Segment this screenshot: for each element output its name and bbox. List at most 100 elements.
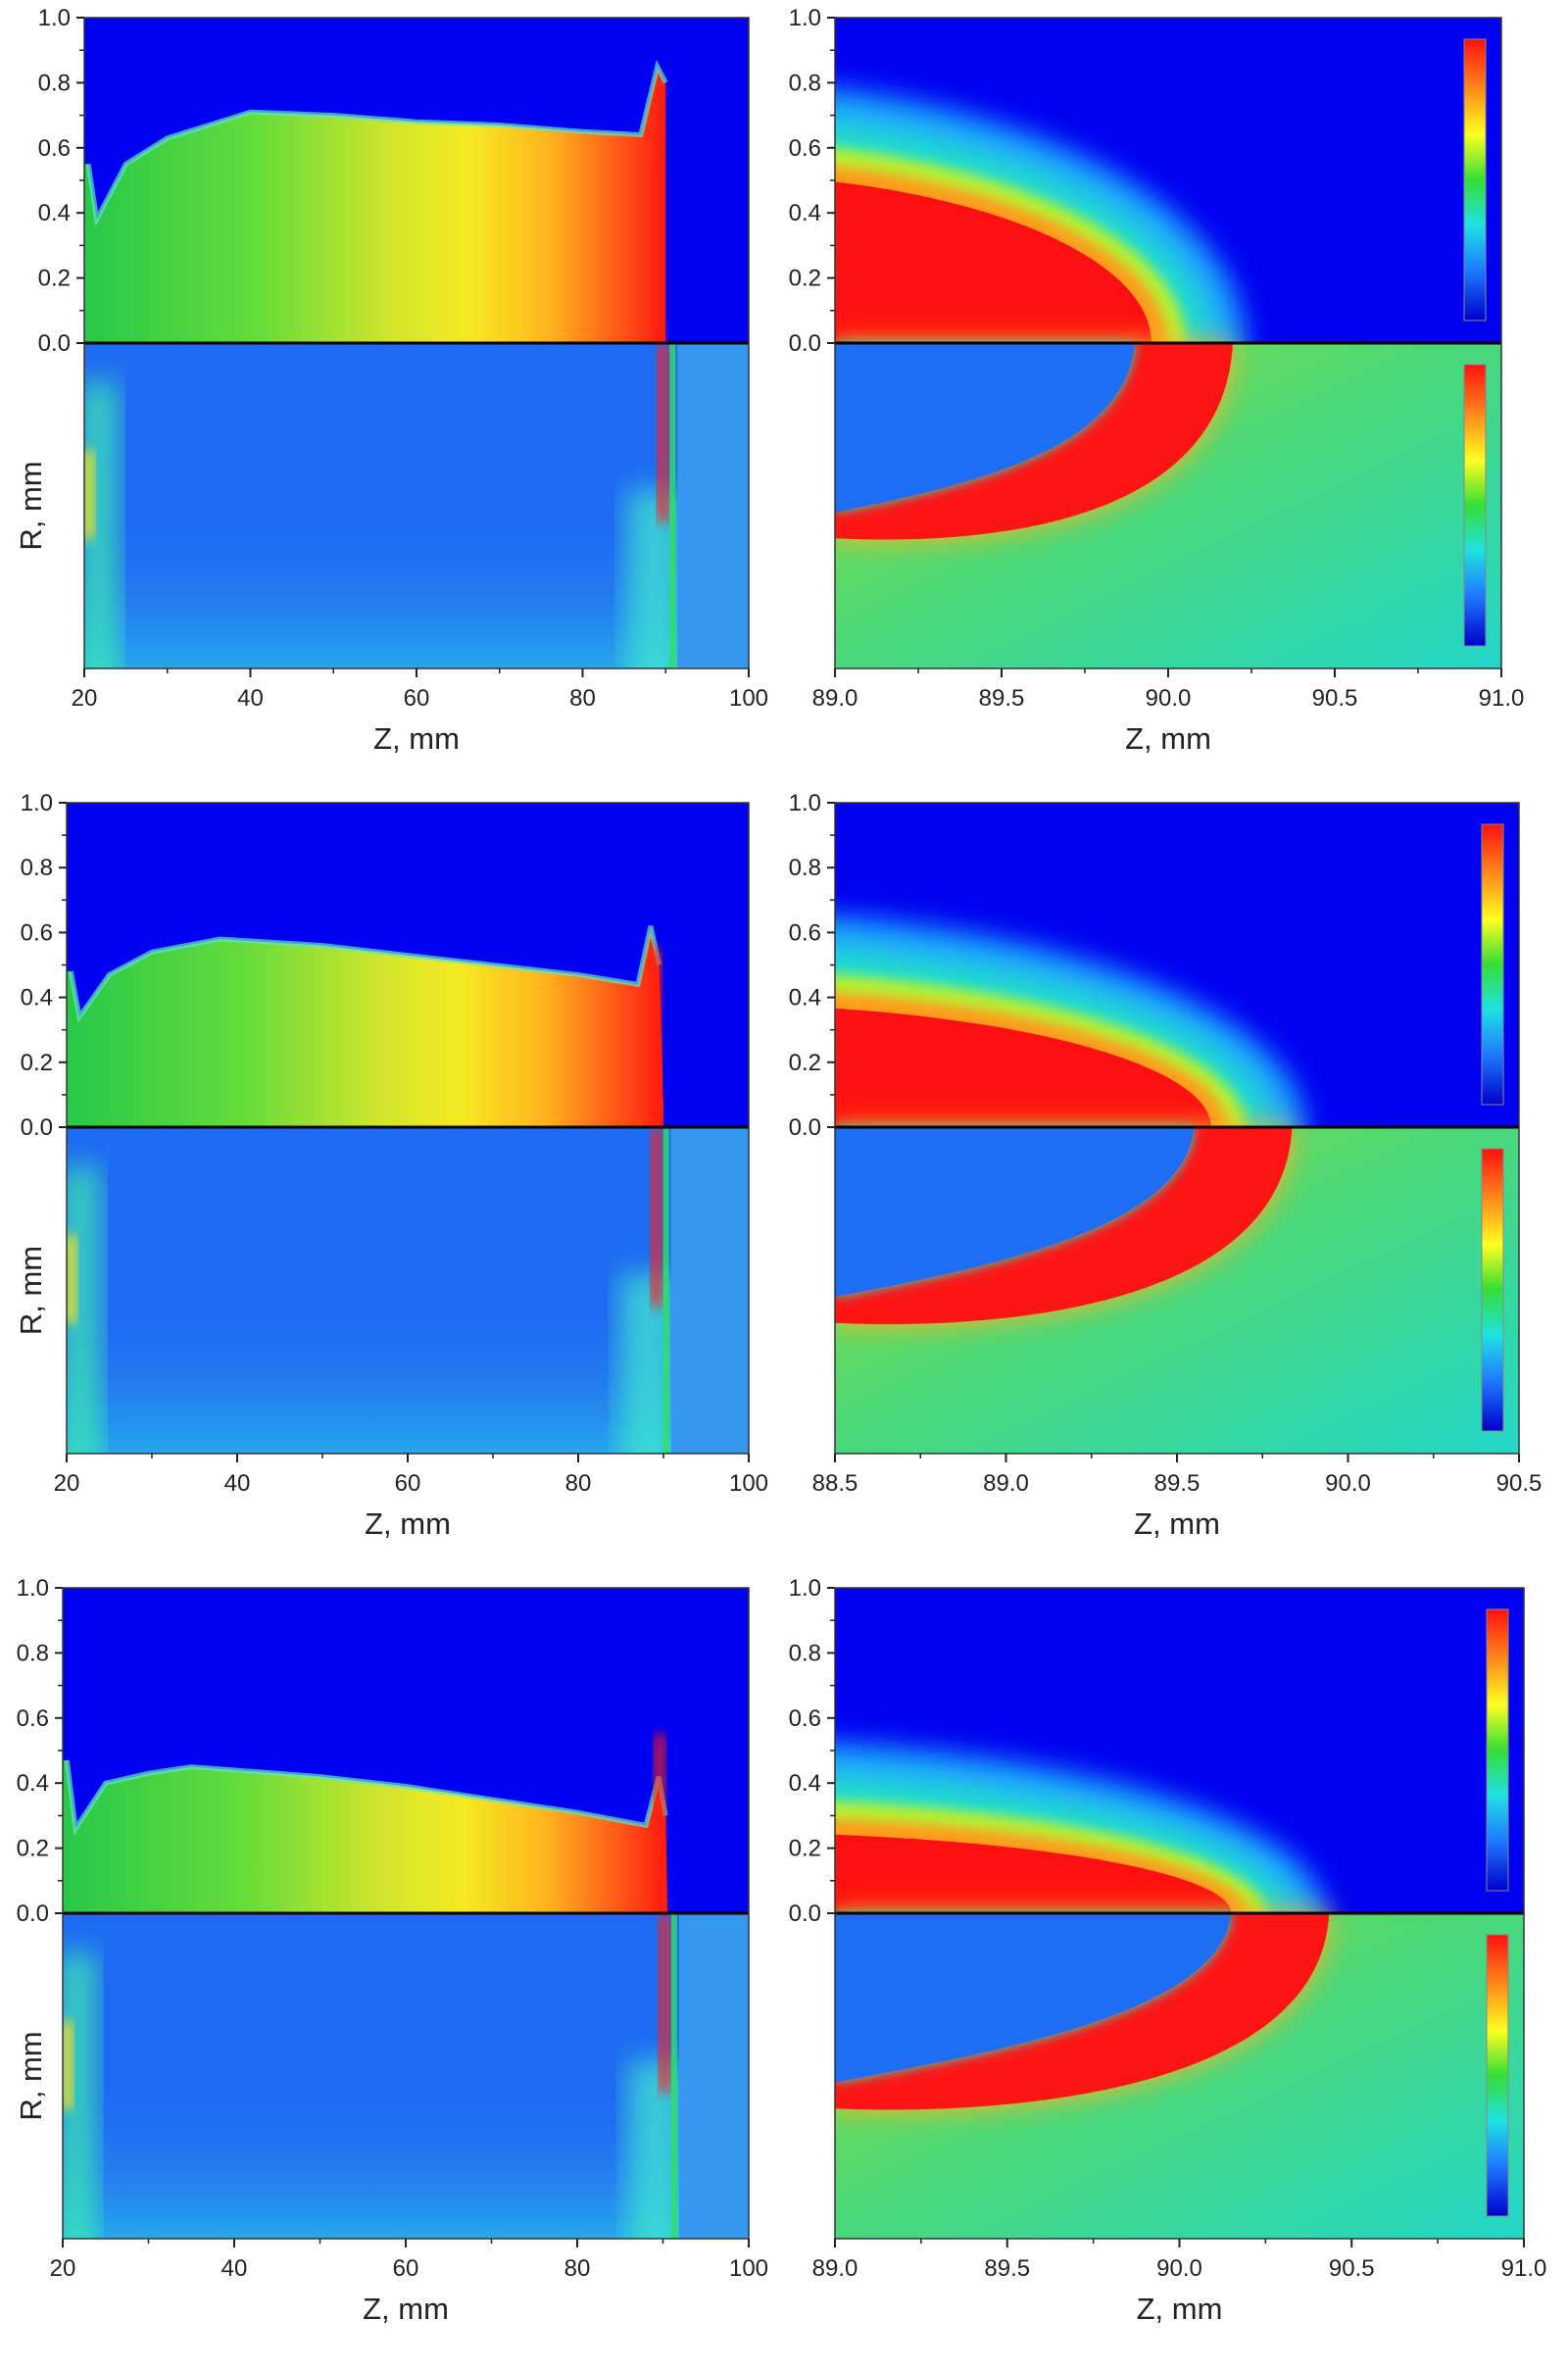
x-tick-label: 89.5 <box>984 2255 1030 2282</box>
upper-field-contour <box>68 925 662 1023</box>
y-tick-label: 0.6 <box>17 1705 49 1732</box>
plot-area <box>63 1588 749 2239</box>
x-tick-label: 40 <box>224 1470 251 1497</box>
y-tick-label: 0.2 <box>21 1050 53 1076</box>
lower-inner-lobe <box>835 1913 1232 2083</box>
x-tick-label: 20 <box>50 2255 76 2282</box>
y-tick-label: 0.2 <box>789 1836 821 1862</box>
colorbar-upper <box>1486 1608 1509 1892</box>
y-tick-label: 0.4 <box>789 1770 821 1797</box>
y-tick-label: 0.8 <box>38 70 71 96</box>
x-axis-title: Z, mm <box>363 2292 449 2326</box>
lower-front-hot <box>659 1913 669 2093</box>
x-tick-label: 90.5 <box>1312 685 1358 712</box>
x-tick-label: 40 <box>237 685 264 712</box>
x-tick-label: 90.0 <box>1156 2255 1202 2282</box>
y-tick-label: 1.0 <box>789 1575 821 1602</box>
x-axis-title: Z, mm <box>373 721 460 756</box>
x-tick-label: 90.5 <box>1329 2255 1375 2282</box>
y-tick-label: 0.0 <box>21 1114 53 1141</box>
x-tick-label: 91.0 <box>1479 685 1525 712</box>
y-tick-label: 0.0 <box>789 1901 821 1927</box>
x-axis-title: Z, mm <box>1125 721 1211 756</box>
lower-front-line <box>669 343 676 668</box>
x-tick-label: 89.5 <box>979 685 1025 712</box>
y-tick-label: 0.8 <box>789 1640 821 1666</box>
colorbar-lower <box>1481 1148 1504 1432</box>
x-tick-label: 91.0 <box>1501 2255 1547 2282</box>
y-tick-label: 0.6 <box>789 1705 821 1732</box>
y-tick-label: 0.0 <box>38 330 71 357</box>
x-axis-title: Z, mm <box>1137 2292 1223 2326</box>
upper-field-region <box>63 1759 667 1913</box>
lower-inner-lobe <box>835 1127 1195 1298</box>
x-tick-label: 89.0 <box>812 2255 858 2282</box>
lower-downstream <box>677 343 749 668</box>
y-tick-label: 1.0 <box>789 5 821 31</box>
upper-hot-streak <box>651 948 662 1127</box>
y-tick-label: 0.4 <box>21 985 53 1012</box>
y-tick-label: 0.4 <box>38 200 71 226</box>
y-tick-label: 0.0 <box>789 1114 821 1141</box>
x-tick-label: 60 <box>395 1470 421 1497</box>
y-tick-label: 0.4 <box>17 1770 49 1797</box>
x-tick-label: 20 <box>72 685 98 712</box>
y-axis-title: R, mm <box>14 461 48 550</box>
lower-front-band <box>627 2060 687 2239</box>
plot-area <box>67 803 749 1454</box>
plot-area <box>835 1588 1524 2239</box>
upper-field-contour <box>85 59 668 227</box>
x-tick-label: 88.5 <box>812 1470 858 1497</box>
y-tick-label: 0.8 <box>789 70 821 96</box>
y-tick-label: 0.6 <box>21 919 53 946</box>
x-tick-label: 100 <box>729 1470 768 1497</box>
lower-inlet-hot <box>63 2021 73 2109</box>
y-tick-label: 1.0 <box>17 1575 49 1602</box>
panel-row-3-right: 0.0 0.2 0.4 0.6 0.8 1.0 89.0 89.5 90.0 90.5 91.0 Z,… <box>789 1575 1547 2326</box>
y-tick-label: 0.2 <box>789 266 821 292</box>
x-tick-label: 80 <box>569 685 596 712</box>
y-tick-label: 0.4 <box>789 985 821 1012</box>
lower-front-band <box>626 490 686 668</box>
x-tick-label: 90.5 <box>1496 1470 1543 1497</box>
y-tick-label: 0.6 <box>789 919 821 946</box>
y-tick-label: 0.8 <box>21 855 53 881</box>
plot-area <box>835 803 1519 1454</box>
y-axis-title: R, mm <box>14 2031 48 2120</box>
y-tick-label: 0.8 <box>789 855 821 881</box>
lower-downstream <box>678 1913 749 2239</box>
lower-inlet-hot <box>84 451 94 539</box>
plot-area <box>84 18 749 668</box>
y-tick-label: 0.2 <box>17 1836 49 1862</box>
x-tick-label: 80 <box>565 1470 592 1497</box>
colorbar-lower <box>1486 1934 1509 2217</box>
x-tick-label: 100 <box>729 2255 768 2282</box>
upper-field-region <box>84 66 666 344</box>
x-tick-label: 89.5 <box>1154 1470 1200 1497</box>
panel-row-2-right: 0.0 0.2 0.4 0.6 0.8 1.0 88.5 89.0 89.5 90.0 90.5 Z,… <box>789 790 1543 1541</box>
x-tick-label: 80 <box>564 2255 591 2282</box>
lower-front-hot <box>651 1127 662 1308</box>
lower-inlet-hot <box>67 1235 76 1323</box>
x-tick-label: 40 <box>221 2255 248 2282</box>
upper-hot-streak <box>655 1734 665 1913</box>
upper-field-region <box>67 925 663 1127</box>
x-tick-label: 90.0 <box>1325 1470 1371 1497</box>
lower-front-line <box>670 1913 677 2239</box>
panel-row-3-left: 0.0 0.2 0.4 0.6 0.8 1.0 20 40 60 80 100 Z, mm R, mm <box>14 1575 768 2326</box>
upper-hot-streak <box>653 164 663 343</box>
y-tick-label: 0.0 <box>17 1901 49 1927</box>
x-tick-label: 20 <box>54 1470 80 1497</box>
x-tick-label: 89.0 <box>983 1470 1029 1497</box>
lower-front-line <box>662 1127 669 1454</box>
lower-inner-lobe <box>835 343 1135 513</box>
y-tick-label: 1.0 <box>789 790 821 816</box>
y-tick-label: 0.2 <box>789 1050 821 1076</box>
panel-row-2-left: 0.0 0.2 0.4 0.6 0.8 1.0 20 40 60 80 100 Z, mm R, mm <box>14 790 768 1541</box>
y-tick-label: 0.2 <box>38 266 71 292</box>
y-tick-label: 0.6 <box>789 135 821 162</box>
x-tick-label: 60 <box>404 685 430 712</box>
panel-row-1-left: 0.0 0.2 0.4 0.6 0.8 1.0 20 40 60 80 100 Z, mm R, mm <box>14 5 768 756</box>
colorbar-upper <box>1481 823 1504 1106</box>
